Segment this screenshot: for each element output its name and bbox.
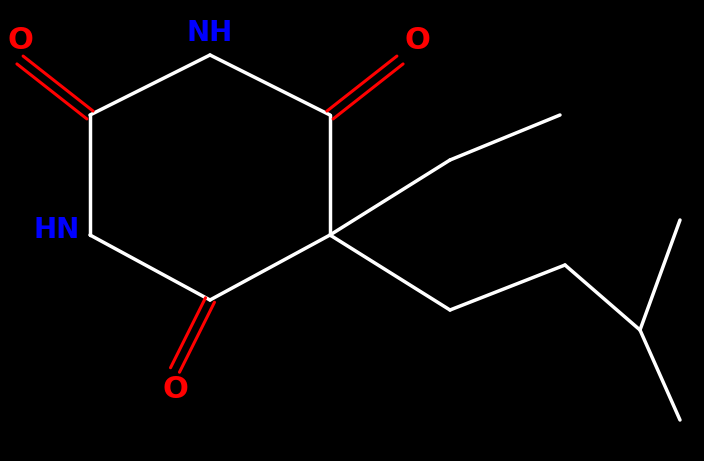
Text: NH: NH xyxy=(187,19,233,47)
Text: O: O xyxy=(7,26,33,55)
Text: O: O xyxy=(162,375,188,404)
Text: HN: HN xyxy=(34,216,80,244)
Text: O: O xyxy=(405,26,431,55)
